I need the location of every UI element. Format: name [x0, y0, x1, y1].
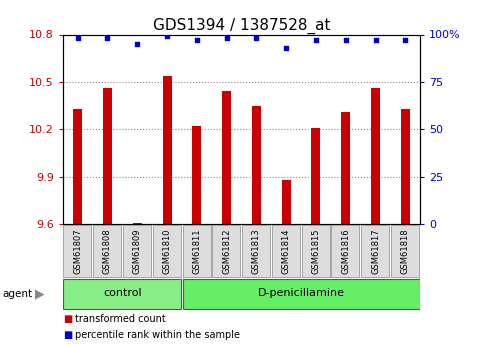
Text: GSM61809: GSM61809: [133, 228, 142, 274]
Text: GSM61810: GSM61810: [163, 228, 171, 274]
Bar: [123, 225, 151, 277]
Bar: [282, 180, 291, 224]
Text: ■: ■: [63, 330, 72, 339]
Point: [133, 41, 141, 47]
Bar: [133, 223, 142, 224]
Bar: [93, 225, 121, 277]
Bar: [401, 109, 410, 224]
Bar: [371, 88, 380, 224]
Bar: [192, 126, 201, 224]
Text: control: control: [103, 288, 142, 298]
Point: [312, 37, 320, 43]
Text: GSM61807: GSM61807: [73, 228, 82, 274]
Bar: [361, 225, 389, 277]
Bar: [312, 128, 320, 224]
Bar: [391, 225, 419, 277]
Point: [372, 37, 380, 43]
Bar: [272, 225, 300, 277]
Point: [401, 37, 409, 43]
Bar: [222, 91, 231, 224]
Point: [74, 36, 82, 41]
Bar: [341, 112, 350, 224]
Bar: [73, 109, 82, 224]
Bar: [163, 76, 171, 224]
Bar: [242, 225, 270, 277]
Text: GSM61814: GSM61814: [282, 228, 291, 274]
Text: GSM61815: GSM61815: [312, 228, 320, 274]
Text: GSM61811: GSM61811: [192, 228, 201, 274]
Text: GSM61818: GSM61818: [401, 228, 410, 274]
Point: [193, 37, 201, 43]
Bar: [183, 279, 420, 309]
Text: percentile rank within the sample: percentile rank within the sample: [75, 330, 240, 339]
Text: GSM61808: GSM61808: [103, 228, 112, 274]
Point: [253, 36, 260, 41]
Bar: [331, 225, 359, 277]
Point: [104, 36, 112, 41]
Bar: [63, 225, 91, 277]
Title: GDS1394 / 1387528_at: GDS1394 / 1387528_at: [153, 18, 330, 34]
Point: [163, 34, 171, 39]
Bar: [213, 225, 241, 277]
Point: [282, 45, 290, 51]
Bar: [153, 225, 181, 277]
Text: ▶: ▶: [35, 288, 45, 300]
Text: D-penicillamine: D-penicillamine: [257, 288, 344, 298]
Text: GSM61813: GSM61813: [252, 228, 261, 274]
Bar: [103, 88, 112, 224]
Point: [342, 37, 350, 43]
Text: GSM61812: GSM61812: [222, 228, 231, 274]
Text: ■: ■: [63, 314, 72, 324]
Text: transformed count: transformed count: [75, 314, 166, 324]
Text: GSM61816: GSM61816: [341, 228, 350, 274]
Bar: [63, 279, 181, 309]
Bar: [302, 225, 330, 277]
Point: [223, 36, 230, 41]
Text: GSM61817: GSM61817: [371, 228, 380, 274]
Bar: [183, 225, 211, 277]
Bar: [252, 106, 261, 224]
Text: agent: agent: [2, 289, 32, 299]
